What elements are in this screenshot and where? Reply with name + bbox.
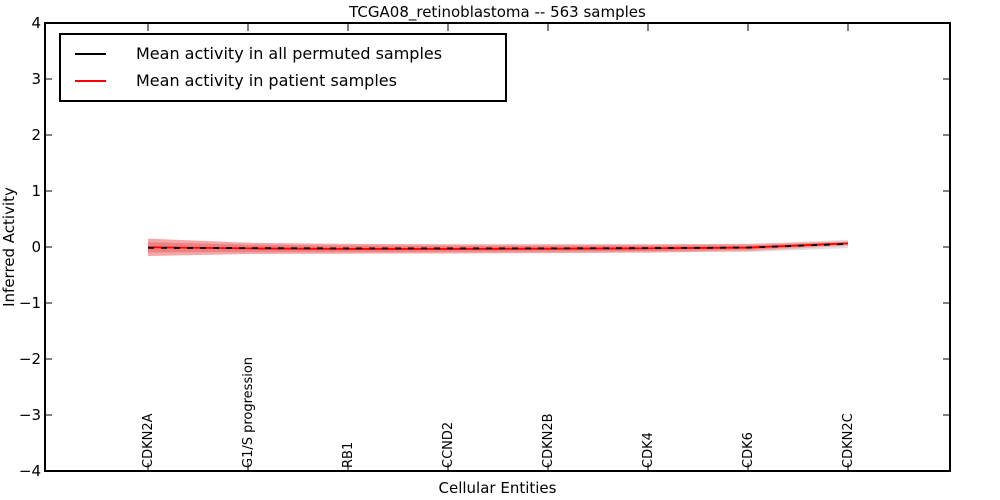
y-tick-label: 0 <box>31 238 41 256</box>
y-tick-label: 4 <box>31 14 41 32</box>
x-tick-label-cdkn2a: CDKN2A <box>141 413 156 468</box>
x-axis-label: Cellular Entities <box>438 479 557 497</box>
x-tick-label-cdkn2b: CDKN2B <box>541 413 556 468</box>
patient-samples-std-band-inner <box>148 242 848 253</box>
x-tick-label-cdk6: CDK6 <box>741 432 756 468</box>
x-tick-label-cdkn2c: CDKN2C <box>841 413 856 468</box>
legend-label: Mean activity in all permuted samples <box>136 44 443 63</box>
black-line-swatch <box>75 52 106 55</box>
x-tick-label-rb1: RB1 <box>341 442 356 468</box>
y-tick-label: −1 <box>18 294 41 312</box>
patient-mean-line <box>147 242 849 250</box>
y-tick-label: −4 <box>18 462 41 480</box>
y-tick-label: 3 <box>31 70 41 88</box>
legend-label: Mean activity in patient samples <box>136 71 397 90</box>
legend-item-permuted: Mean activity in all permuted samples <box>61 40 505 67</box>
chart-title: TCGA08_retinoblastoma -- 563 samples <box>349 3 646 21</box>
x-tick-label-cdk4: CDK4 <box>641 432 656 468</box>
x-tick-label-g1-s-progression: G1/S progression <box>241 357 256 468</box>
y-tick-label: −2 <box>18 350 41 368</box>
y-tick-label: 2 <box>31 126 41 144</box>
y-tick-label: 1 <box>31 182 41 200</box>
x-tick-label-ccnd2: CCND2 <box>441 422 456 468</box>
red-line-swatch <box>75 79 106 82</box>
legend-item-patient: Mean activity in patient samples <box>61 67 505 94</box>
legend-box: Mean activity in all permuted samples Me… <box>59 33 507 102</box>
y-tick-label: −3 <box>18 406 41 424</box>
